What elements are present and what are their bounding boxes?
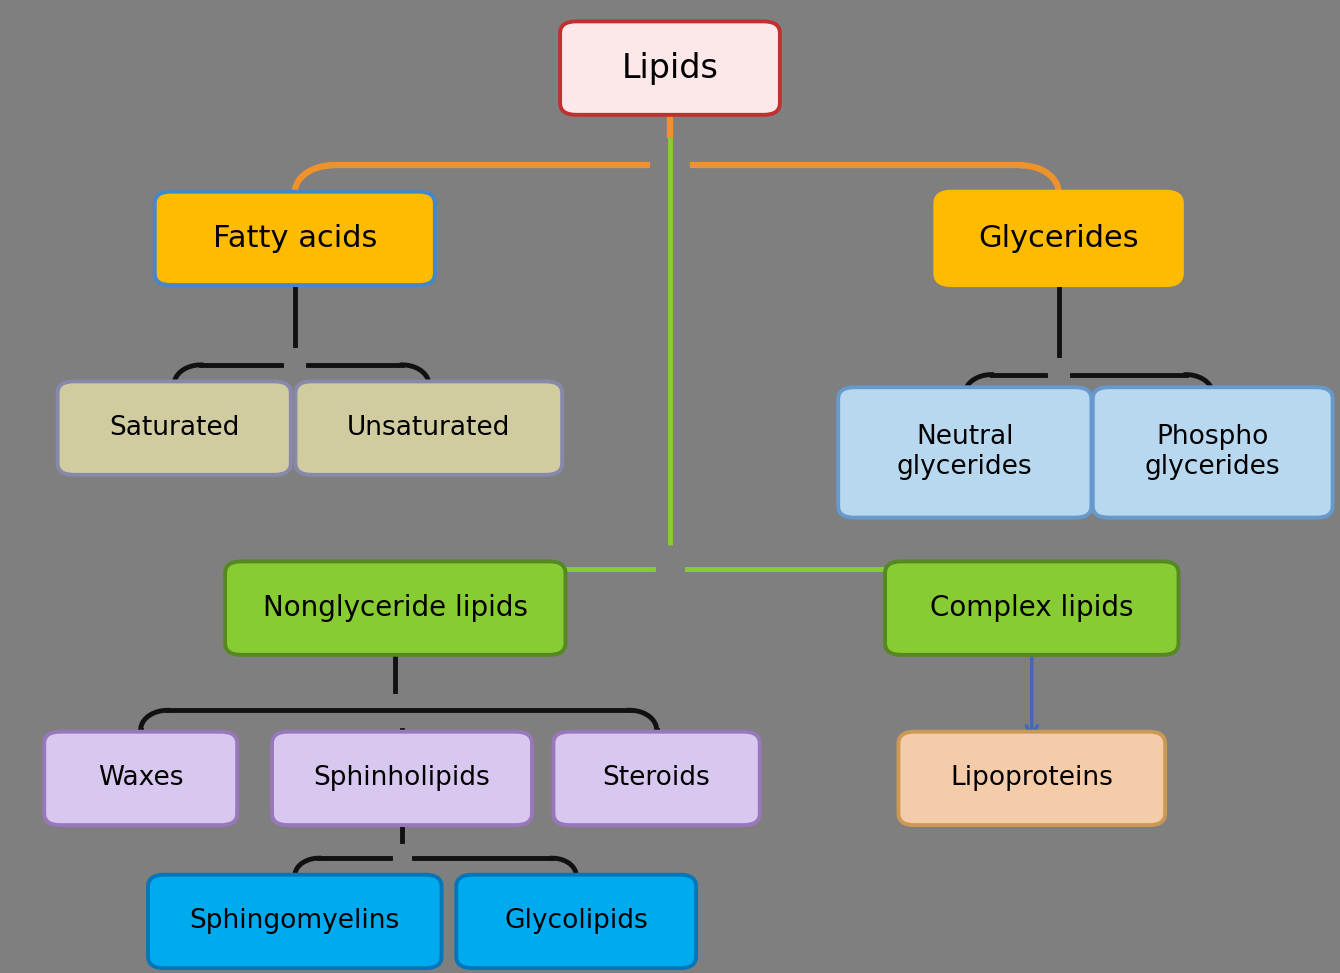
Text: Fatty acids: Fatty acids [213, 224, 377, 253]
FancyBboxPatch shape [884, 561, 1179, 655]
Text: Complex lipids: Complex lipids [930, 595, 1134, 622]
Text: Phospho
glycerides: Phospho glycerides [1144, 424, 1281, 481]
FancyBboxPatch shape [296, 381, 563, 475]
Text: Waxes: Waxes [98, 766, 184, 791]
FancyBboxPatch shape [44, 732, 237, 825]
Text: Nonglyceride lipids: Nonglyceride lipids [263, 595, 528, 622]
FancyBboxPatch shape [147, 875, 442, 968]
FancyBboxPatch shape [272, 732, 532, 825]
Text: Lipids: Lipids [622, 52, 718, 85]
FancyBboxPatch shape [935, 192, 1182, 285]
FancyBboxPatch shape [225, 561, 565, 655]
Text: Glycerides: Glycerides [978, 224, 1139, 253]
Text: Steroids: Steroids [603, 766, 710, 791]
Text: Unsaturated: Unsaturated [347, 415, 511, 441]
Text: Neutral
glycerides: Neutral glycerides [896, 424, 1033, 481]
Text: Saturated: Saturated [109, 415, 240, 441]
FancyBboxPatch shape [155, 192, 434, 285]
FancyBboxPatch shape [553, 732, 760, 825]
Text: Glycolipids: Glycolipids [504, 909, 649, 934]
FancyBboxPatch shape [898, 732, 1164, 825]
FancyBboxPatch shape [58, 381, 291, 475]
FancyBboxPatch shape [839, 387, 1091, 518]
FancyBboxPatch shape [560, 21, 780, 115]
Text: Sphinholipids: Sphinholipids [314, 766, 490, 791]
Text: Sphingomyelins: Sphingomyelins [190, 909, 399, 934]
FancyBboxPatch shape [1093, 387, 1332, 518]
Text: Lipoproteins: Lipoproteins [950, 766, 1114, 791]
FancyBboxPatch shape [456, 875, 697, 968]
